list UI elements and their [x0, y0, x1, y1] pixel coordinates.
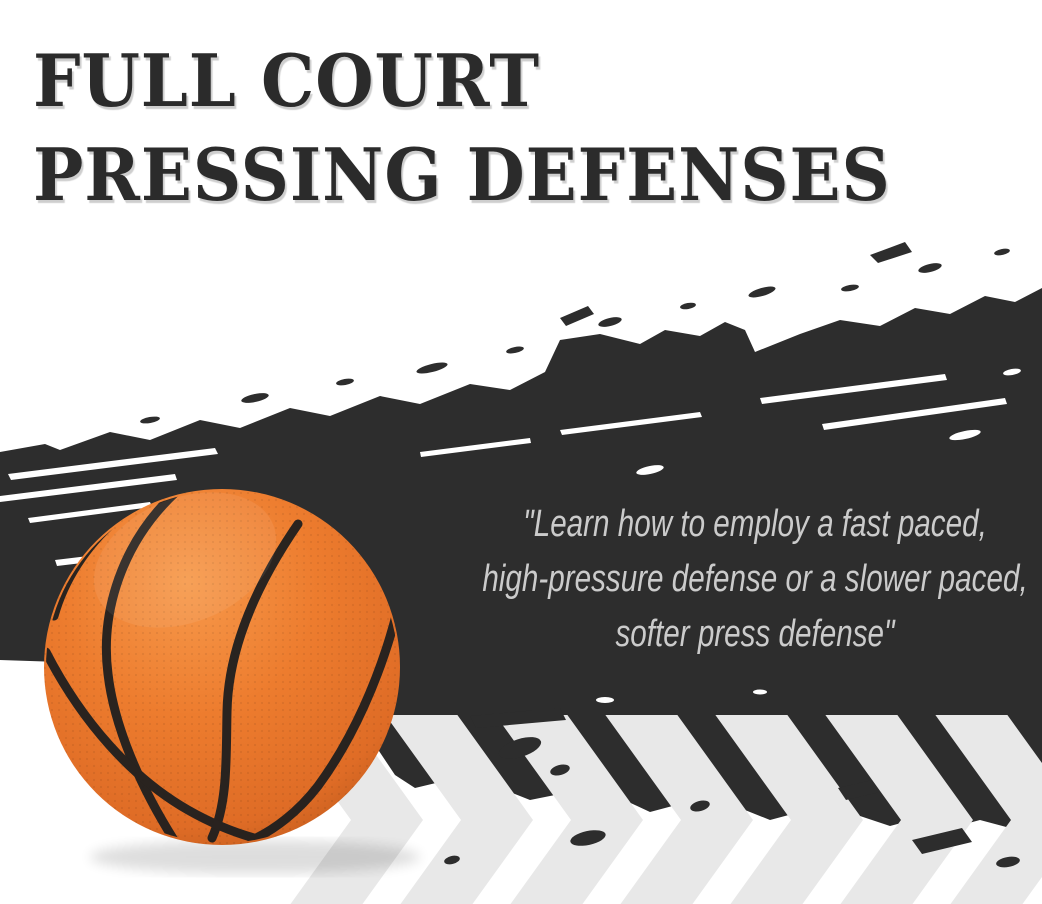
splatter-fleck: [918, 263, 942, 273]
brush-gap: [760, 374, 947, 404]
splatter-fleck: [140, 416, 160, 424]
splatter-fleck: [912, 828, 972, 854]
brush-gap: [596, 697, 614, 703]
splatter-fleck: [870, 242, 912, 263]
chevron-splatter: [444, 708, 1020, 868]
brush-gap: [420, 438, 531, 457]
title-line-1: FULL COURT: [33, 38, 541, 123]
splatter-fleck: [560, 306, 594, 326]
splatter-fleck: [444, 855, 460, 865]
brush-gap: [8, 448, 218, 480]
title-line-2: PRESSING DEFENSES: [33, 132, 891, 217]
brush-gap: [753, 689, 767, 695]
quote-line-3: softer press defense": [615, 613, 895, 655]
quote-text: "Learn how to employ a fast paced, high-…: [459, 497, 1042, 662]
paint-stroke-band: [0, 242, 1042, 828]
splatter-fleck: [498, 737, 542, 759]
splatter-fleck: [570, 830, 606, 846]
splatter-fleck: [996, 856, 1020, 868]
page-title: FULL COURT PRESSING DEFENSES: [33, 34, 891, 222]
splatter-fleck: [680, 302, 696, 310]
splatter-fleck: [416, 362, 448, 374]
splatter-fleck: [506, 346, 524, 354]
brush-gap: [822, 398, 1007, 430]
splatter-fleck: [598, 317, 622, 327]
brush-gap: [949, 429, 981, 441]
splatter-fleck: [241, 393, 269, 403]
splatter-fleck: [838, 780, 880, 800]
splatter-fleck: [748, 286, 776, 298]
quote-line-1: "Learn how to employ a fast paced,: [523, 503, 987, 545]
splatter-fleck: [690, 800, 710, 812]
splatter-fleck: [550, 764, 570, 776]
quote-line-2: high-pressure defense or a slower paced,: [482, 558, 1028, 600]
splatter-fleck: [336, 378, 354, 386]
brush-gap: [560, 412, 702, 435]
splatter-fleck: [994, 248, 1010, 256]
brush-gap: [636, 465, 664, 475]
splatter-fleck: [470, 708, 566, 728]
brush-gap: [1003, 368, 1021, 376]
splatter-fleck: [841, 284, 859, 292]
paint-stroke-shape: [0, 288, 1042, 828]
